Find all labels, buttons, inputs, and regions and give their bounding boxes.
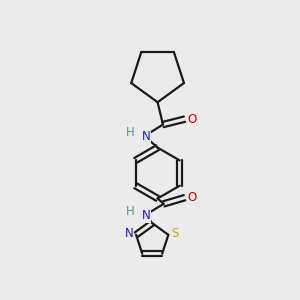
Text: H: H — [126, 205, 135, 218]
Text: O: O — [188, 191, 197, 204]
Text: N: N — [142, 130, 150, 142]
Text: N: N — [125, 227, 134, 240]
Text: H: H — [126, 126, 135, 139]
Text: O: O — [188, 113, 197, 126]
Text: N: N — [142, 209, 150, 222]
Text: S: S — [172, 227, 179, 240]
